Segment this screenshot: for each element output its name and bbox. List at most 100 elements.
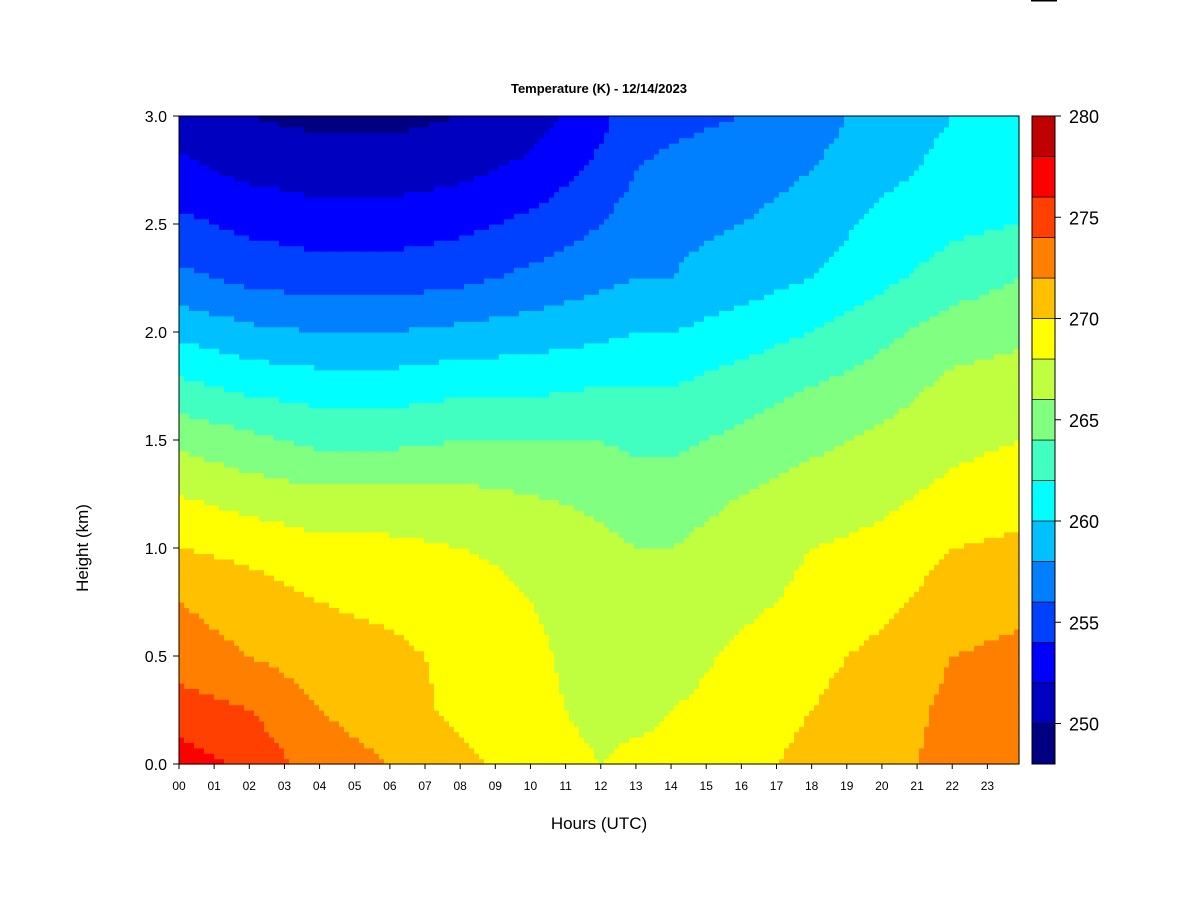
heatmap-cell [579,704,585,711]
heatmap-cell [829,645,835,652]
heatmap-cell [744,715,750,722]
heatmap-cell [474,677,480,684]
heatmap-cell [544,650,550,657]
heatmap-cell [269,726,275,733]
heatmap-cell [424,731,430,738]
heatmap-cell [234,747,240,754]
heatmap-cell [194,704,200,711]
heatmap-cell [859,731,865,738]
heatmap-cell [404,758,410,765]
heatmap-cell [964,639,970,646]
heatmap-cell [879,758,885,765]
heatmap-cell [364,645,370,652]
heatmap-cell [554,607,560,614]
heatmap-cell [964,677,970,684]
heatmap-cell [499,753,505,760]
heatmap-cell [289,742,295,749]
heatmap-cell [959,639,965,646]
heatmap-cell [529,612,535,619]
heatmap-cell [264,710,270,716]
heatmap-cell [414,677,420,684]
heatmap-cell [769,612,775,619]
heatmap-cell [714,612,720,619]
heatmap-cell [489,683,495,689]
heatmap-cell [1014,710,1020,716]
heatmap-cell [949,612,955,619]
heatmap-cell [814,634,820,641]
heatmap-cell [914,629,920,635]
heatmap-cell [189,737,195,743]
heatmap-cell [704,747,710,754]
heatmap-cell [879,677,885,684]
heatmap-cell [304,612,310,619]
heatmap-cell [634,602,640,608]
heatmap-cell [804,656,810,662]
heatmap-cell [689,645,695,652]
heatmap-cell [484,726,490,733]
heatmap-cell [519,623,525,630]
heatmap-cell [614,645,620,652]
heatmap-cell [204,742,210,749]
heatmap-cell [639,747,645,754]
heatmap-cell [659,618,665,625]
heatmap-cell [879,650,885,657]
heatmap-cell [949,753,955,760]
heatmap-cell [1004,650,1010,657]
heatmap-cell [324,758,330,765]
heatmap-cell [869,747,875,754]
heatmap-cell [314,666,320,673]
heatmap-cell [929,710,935,716]
heatmap-cell [234,677,240,684]
heatmap-cell [929,758,935,765]
heatmap-cell [934,634,940,641]
heatmap-cell [514,607,520,614]
heatmap-cell [649,758,655,765]
heatmap-cell [489,688,495,695]
heatmap-cell [279,693,285,700]
heatmap-cell [939,747,945,754]
heatmap-cell [379,634,385,641]
heatmap-cell [794,726,800,733]
heatmap-cell [399,607,405,614]
heatmap-cell [999,656,1005,662]
heatmap-cell [789,618,795,625]
heatmap-cell [874,639,880,646]
heatmap-cell [619,612,625,619]
heatmap-cell [824,693,830,700]
heatmap-cell [1004,672,1010,679]
heatmap-cell [524,639,530,646]
heatmap-cell [469,607,475,614]
heatmap-cell [734,672,740,679]
heatmap-cell [334,688,340,695]
heatmap-cell [789,656,795,662]
heatmap-cell [944,715,950,722]
heatmap-cell [239,623,245,630]
heatmap-cell [764,710,770,716]
heatmap-cell [914,677,920,684]
heatmap-cell [764,683,770,689]
heatmap-cell [854,629,860,635]
heatmap-cell [774,710,780,716]
heatmap-cell [849,645,855,652]
heatmap-cell [304,623,310,630]
heatmap-cell [1014,612,1020,619]
heatmap-cell [274,710,280,716]
heatmap-cell [609,618,615,625]
heatmap-cell [699,710,705,716]
heatmap-cell [784,618,790,625]
heatmap-cell [404,683,410,689]
heatmap-cell [269,693,275,700]
heatmap-cell [954,666,960,673]
heatmap-cell [939,634,945,641]
heatmap-cell [659,639,665,646]
heatmap-cell [774,672,780,679]
heatmap-cell [854,747,860,754]
heatmap-cell [979,699,985,706]
heatmap-cell [289,629,295,635]
heatmap-cell [834,699,840,706]
heatmap-cell [259,683,265,689]
heatmap-cell [634,623,640,630]
heatmap-cell [254,639,260,646]
heatmap-cell [614,683,620,689]
heatmap-cell [794,661,800,668]
